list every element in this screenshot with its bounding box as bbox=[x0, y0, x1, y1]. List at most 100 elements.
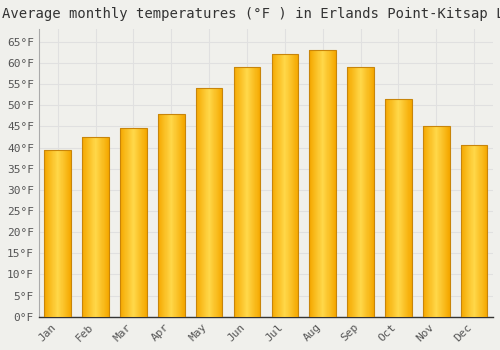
Bar bbox=[169, 114, 170, 317]
Bar bbox=[58, 150, 59, 317]
Bar bbox=[122, 128, 123, 317]
Bar bbox=[437, 126, 438, 317]
Bar bbox=[288, 55, 289, 317]
Bar bbox=[423, 126, 424, 317]
Bar bbox=[210, 88, 212, 317]
Bar bbox=[473, 145, 474, 317]
Bar bbox=[326, 50, 327, 317]
Bar bbox=[142, 128, 143, 317]
Bar bbox=[481, 145, 482, 317]
Bar bbox=[259, 67, 260, 317]
Bar bbox=[322, 50, 323, 317]
Bar bbox=[102, 137, 103, 317]
Bar bbox=[53, 150, 54, 317]
Bar bbox=[161, 114, 162, 317]
Bar bbox=[108, 137, 109, 317]
Bar bbox=[332, 50, 333, 317]
Bar bbox=[408, 99, 409, 317]
Bar bbox=[294, 55, 295, 317]
Bar bbox=[282, 55, 284, 317]
Bar bbox=[474, 145, 475, 317]
Bar bbox=[238, 67, 239, 317]
Bar bbox=[442, 126, 443, 317]
Bar bbox=[236, 67, 237, 317]
Bar bbox=[370, 67, 371, 317]
Bar bbox=[285, 55, 286, 317]
Bar bbox=[179, 114, 180, 317]
Bar bbox=[138, 128, 140, 317]
Bar bbox=[466, 145, 467, 317]
Bar bbox=[310, 50, 311, 317]
Bar bbox=[182, 114, 183, 317]
Bar bbox=[83, 137, 84, 317]
Bar bbox=[390, 99, 391, 317]
Bar bbox=[333, 50, 334, 317]
Bar bbox=[275, 55, 276, 317]
Bar bbox=[373, 67, 374, 317]
Bar bbox=[57, 150, 58, 317]
Bar bbox=[85, 137, 86, 317]
Bar bbox=[296, 55, 297, 317]
Bar bbox=[428, 126, 429, 317]
Bar bbox=[167, 114, 168, 317]
Bar bbox=[200, 88, 201, 317]
Bar bbox=[204, 88, 205, 317]
Bar bbox=[145, 128, 146, 317]
Bar bbox=[212, 88, 213, 317]
Bar bbox=[292, 55, 293, 317]
Bar bbox=[486, 145, 487, 317]
Bar bbox=[272, 55, 298, 317]
Bar bbox=[183, 114, 184, 317]
Bar bbox=[197, 88, 198, 317]
Bar bbox=[170, 114, 171, 317]
Bar bbox=[133, 128, 134, 317]
Bar bbox=[463, 145, 464, 317]
Bar bbox=[447, 126, 448, 317]
Bar bbox=[258, 67, 259, 317]
Bar bbox=[310, 50, 336, 317]
Bar bbox=[174, 114, 175, 317]
Bar bbox=[168, 114, 169, 317]
Bar bbox=[423, 126, 450, 317]
Bar bbox=[335, 50, 336, 317]
Bar bbox=[89, 137, 90, 317]
Bar bbox=[239, 67, 240, 317]
Bar bbox=[105, 137, 106, 317]
Bar bbox=[317, 50, 318, 317]
Bar bbox=[207, 88, 208, 317]
Bar bbox=[103, 137, 104, 317]
Bar bbox=[144, 128, 145, 317]
Bar bbox=[219, 88, 220, 317]
Bar bbox=[272, 55, 273, 317]
Bar bbox=[369, 67, 370, 317]
Bar bbox=[244, 67, 245, 317]
Bar bbox=[468, 145, 469, 317]
Bar bbox=[465, 145, 466, 317]
Bar bbox=[353, 67, 354, 317]
Bar bbox=[323, 50, 324, 317]
Bar bbox=[443, 126, 444, 317]
Bar bbox=[181, 114, 182, 317]
Bar bbox=[469, 145, 470, 317]
Bar bbox=[128, 128, 129, 317]
Bar bbox=[70, 150, 71, 317]
Bar bbox=[205, 88, 206, 317]
Bar bbox=[96, 137, 97, 317]
Bar bbox=[461, 145, 462, 317]
Bar bbox=[178, 114, 179, 317]
Bar bbox=[291, 55, 292, 317]
Bar bbox=[289, 55, 290, 317]
Bar bbox=[361, 67, 362, 317]
Bar bbox=[313, 50, 314, 317]
Bar bbox=[389, 99, 390, 317]
Bar bbox=[245, 67, 246, 317]
Bar bbox=[356, 67, 357, 317]
Bar bbox=[388, 99, 389, 317]
Bar bbox=[362, 67, 363, 317]
Bar bbox=[250, 67, 251, 317]
Bar bbox=[438, 126, 439, 317]
Bar bbox=[177, 114, 178, 317]
Bar bbox=[158, 114, 159, 317]
Bar bbox=[279, 55, 280, 317]
Bar bbox=[319, 50, 320, 317]
